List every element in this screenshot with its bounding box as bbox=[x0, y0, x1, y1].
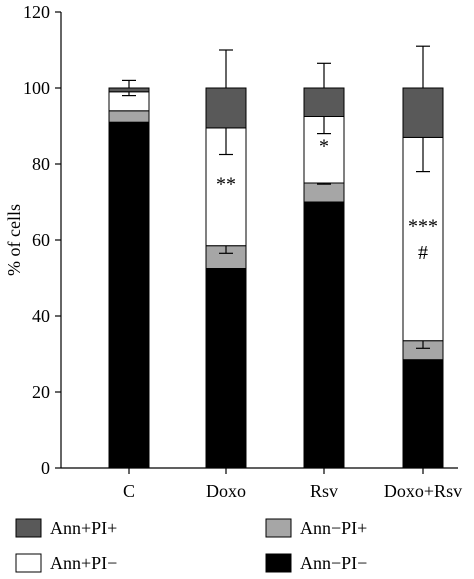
y-axis-label: % of cells bbox=[4, 204, 24, 276]
bar-segment bbox=[303, 201, 345, 469]
significance-marker: *** bbox=[408, 215, 438, 237]
bar-segment bbox=[303, 182, 345, 203]
legend-swatch bbox=[265, 518, 292, 538]
chart-legend: Ann+PI+ Ann−PI+ Ann+PI− Ann−PI− bbox=[15, 518, 367, 573]
legend-swatch bbox=[15, 518, 42, 538]
legend-swatch bbox=[15, 553, 42, 573]
chart-bars bbox=[108, 87, 444, 469]
significance-marker: * bbox=[319, 136, 329, 158]
legend-label: Ann−PI+ bbox=[300, 518, 367, 538]
legend-label: Ann+PI+ bbox=[50, 518, 117, 538]
x-tick-label: Rsv bbox=[310, 481, 338, 501]
chart-annotations: ******# bbox=[216, 136, 438, 264]
y-tick-label: 20 bbox=[32, 382, 50, 402]
chart-axes: 0 20 40 60 80 100 120 % of cells C Doxo Rsv Doxo+Rs… bbox=[4, 2, 462, 501]
bar-segment bbox=[205, 87, 247, 129]
legend-label: Ann+PI− bbox=[50, 553, 117, 573]
x-tick-label: Doxo+Rsv bbox=[384, 481, 462, 501]
y-tick-label: 60 bbox=[32, 230, 50, 250]
y-tick-label: 0 bbox=[41, 458, 50, 478]
legend-label: Ann−PI− bbox=[300, 553, 367, 573]
y-tick-label: 80 bbox=[32, 154, 50, 174]
bar-segment bbox=[402, 87, 444, 138]
x-tick-label: Doxo bbox=[206, 481, 246, 501]
bar-segment bbox=[108, 110, 150, 123]
x-tick-label: C bbox=[123, 481, 135, 501]
y-tick-label: 120 bbox=[23, 2, 50, 22]
bar-segment bbox=[303, 87, 345, 117]
legend-swatch bbox=[265, 553, 292, 573]
y-tick-label: 40 bbox=[32, 306, 50, 326]
chart-error-bars bbox=[122, 45, 430, 384]
bar-segment bbox=[108, 121, 150, 469]
bar-segment bbox=[205, 268, 247, 469]
significance-marker: # bbox=[418, 242, 428, 264]
significance-marker: ** bbox=[216, 174, 236, 196]
y-tick-label: 100 bbox=[23, 78, 50, 98]
bar-segment bbox=[108, 87, 150, 93]
